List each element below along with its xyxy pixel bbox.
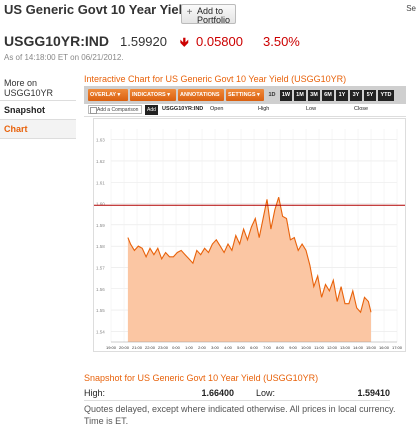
as-of-timestamp: As of 14:18:00 ET on 06/21/2012. [4,53,124,62]
x-tick-label: 6:00 [250,345,259,350]
y-tick-label: 1.59 [96,223,105,228]
high-value: 1.66400 [201,388,234,398]
x-tick-label: 20:00 [119,345,130,350]
x-tick-label: 3:00 [211,345,220,350]
x-tick-label: 14:00 [353,345,364,350]
add-to-portfolio-button[interactable]: + Add to Portfolio [181,4,236,24]
x-tick-label: 1:00 [185,345,194,350]
high-label: High: [84,388,106,398]
x-tick-label: 19:00 [106,345,117,350]
range-6m-tab[interactable]: 6M [322,90,334,101]
last-price: 1.59920 [120,34,167,49]
y-tick-label: 1.62 [96,159,105,164]
nav-item-snapshot[interactable]: Snapshot [0,101,76,120]
range-5y-tab[interactable]: 5Y [364,90,376,101]
chart-toolbar: OVERLAY ▾ INDICATORS ▾ ANNOTATIONS ▾ SET… [84,86,406,110]
range-ytd-tab[interactable]: YTD [378,90,394,101]
settings-menu-button[interactable]: SETTINGS ▾ [226,89,264,101]
y-tick-label: 1.60 [96,202,105,207]
plus-icon: + [186,7,193,18]
price-chart-svg: 1.63 1.62 1.61 1.60 1.59 1.58 1.57 1.56 1.55 1.54… [94,129,405,350]
x-tick-label: 2:00 [198,345,207,350]
delay-notice: Quotes delayed, except where indicated o… [84,404,396,426]
y-tick-label: 1.58 [96,244,105,249]
page-title: US Generic Govt 10 Year Yield [4,2,191,17]
percent-change: 3.50% [263,34,300,49]
x-tick-label: 21:00 [132,345,143,350]
y-tick-label: 1.57 [96,265,105,270]
indicators-menu-button[interactable]: INDICATORS ▾ [130,89,176,101]
compare-col-high: High [258,106,270,112]
range-1y-tab[interactable]: 1Y [336,90,348,101]
x-tick-label: 0:00 [172,345,181,350]
low-label: Low: [256,388,276,398]
add-comparison-placeholder: Add a Comparison [97,107,139,113]
price-area [127,197,372,342]
x-tick-label: 16:00 [379,345,390,350]
x-tick-label: 9:00 [289,345,298,350]
compare-col-close: Close [354,106,369,112]
add-comparison-button[interactable]: Add [145,105,158,115]
range-3y-tab[interactable]: 3Y [350,90,362,101]
price-change: 0.05800 [196,34,243,49]
x-tick-label: 7:00 [263,345,272,350]
range-1w-tab[interactable]: 1W [280,90,292,101]
snapshot-divider [84,400,390,401]
snapshot-title: Snapshot for US Generic Govt 10 Year Yie… [84,373,319,383]
compare-col-symbol: USGG10YR:IND [162,106,204,112]
range-1d-tab[interactable]: 1D [268,92,276,98]
y-tick-label: 1.61 [96,180,105,185]
add-comparison-input[interactable]: Add a Comparison [88,105,142,114]
y-tick-label: 1.63 [96,138,105,143]
comparison-row: Add a Comparison Add USGG10YR:IND Open H… [84,104,406,117]
x-tick-label: 10:00 [301,345,312,350]
compare-col-low: Low [306,106,317,112]
sec-link[interactable]: Se [406,4,416,13]
nav-item-chart[interactable]: Chart [0,120,76,139]
y-tick-label: 1.54 [96,329,105,334]
overlay-menu-button[interactable]: OVERLAY ▾ [88,89,128,101]
x-tick-label: 12:00 [327,345,338,350]
x-tick-label: 4:00 [224,345,233,350]
x-tick-label: 11:00 [314,345,324,350]
x-tick-label: 22:00 [145,345,156,350]
comparison-checkbox[interactable] [90,107,97,114]
add-to-portfolio-label: Add to Portfolio [197,6,231,24]
range-1m-tab[interactable]: 1M [294,90,306,101]
range-3m-tab[interactable]: 3M [308,90,320,101]
low-value: 1.59410 [357,388,390,398]
more-on-label: More on USGG10YR [0,78,76,101]
ticker-symbol: USGG10YR:IND [4,33,110,49]
price-line [127,197,372,314]
price-chart[interactable]: 1.63 1.62 1.61 1.60 1.59 1.58 1.57 1.56 1.55 1.54… [93,118,406,352]
y-tick-label: 1.55 [96,308,105,313]
x-tick-label: 13:00 [340,345,351,350]
chart-panel-title: Interactive Chart for US Generic Govt 10… [84,74,347,84]
down-arrow-icon: 🡻 [180,35,189,49]
x-tick-label: 23:00 [158,345,169,350]
compare-col-open: Open [210,106,224,112]
x-tick-label: 17:00 [392,345,403,350]
annotations-menu-button[interactable]: ANNOTATIONS ▾ [178,89,224,110]
x-tick-label: 8:00 [276,345,285,350]
y-tick-label: 1.56 [96,287,105,292]
x-tick-label: 5:00 [237,345,246,350]
x-tick-label: 15:00 [366,345,377,350]
left-nav: More on USGG10YR Snapshot Chart [0,78,76,139]
